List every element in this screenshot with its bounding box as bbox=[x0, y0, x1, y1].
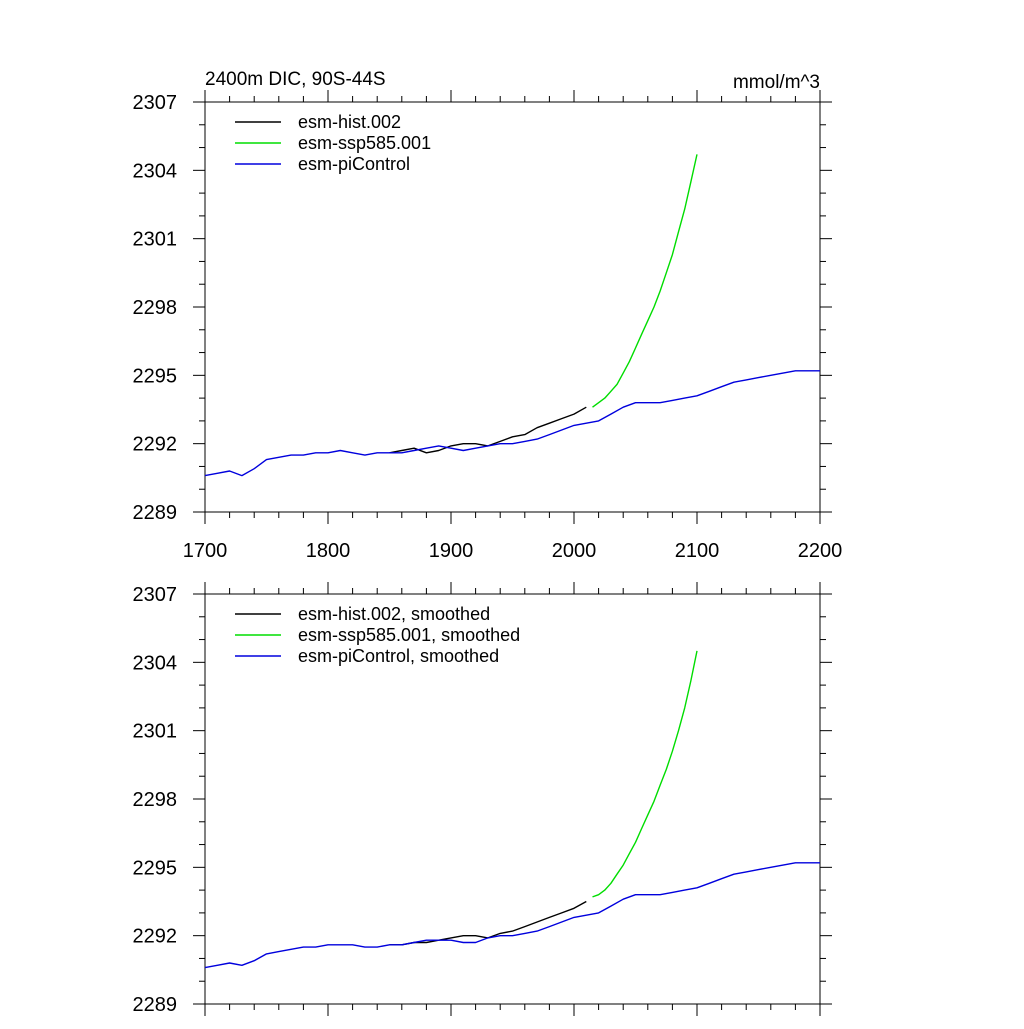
legend-label: esm-piControl, smoothed bbox=[298, 646, 499, 666]
legend-label: esm-piControl bbox=[298, 154, 410, 174]
x-tick-label: 2000 bbox=[552, 540, 597, 562]
series-line-2 bbox=[592, 154, 698, 408]
series-line-3 bbox=[204, 370, 820, 477]
x-tick-label: 1700 bbox=[183, 540, 228, 562]
series-line-2 bbox=[592, 650, 698, 898]
y-tick-label: 2295 bbox=[133, 857, 178, 879]
y-tick-label: 2304 bbox=[133, 652, 178, 674]
y-tick-label: 2289 bbox=[133, 994, 178, 1016]
legend-label: esm-hist.002 bbox=[298, 112, 401, 132]
y-tick-label: 2307 bbox=[133, 584, 178, 606]
x-tick-label: 2200 bbox=[798, 540, 843, 562]
y-tick-label: 2298 bbox=[133, 297, 178, 319]
chart-units: mmol/m^3 bbox=[733, 72, 820, 93]
x-tick-label: 1800 bbox=[306, 540, 351, 562]
legend-label: esm-ssp585.001, smoothed bbox=[298, 625, 520, 645]
chart-title: 2400m DIC, 90S-44S bbox=[205, 69, 386, 90]
legend-label: esm-hist.002, smoothed bbox=[298, 604, 490, 624]
y-tick-label: 2292 bbox=[133, 434, 178, 456]
y-tick-label: 2295 bbox=[133, 365, 178, 387]
y-tick-label: 2289 bbox=[133, 502, 178, 524]
x-tick-label: 1900 bbox=[429, 540, 474, 562]
y-tick-label: 2292 bbox=[133, 926, 178, 948]
series-line-3 bbox=[204, 862, 820, 969]
x-tick-label: 2100 bbox=[675, 540, 720, 562]
y-tick-label: 2298 bbox=[133, 789, 178, 811]
y-tick-label: 2307 bbox=[133, 92, 178, 114]
y-tick-label: 2301 bbox=[133, 229, 178, 251]
legend-label: esm-ssp585.001 bbox=[298, 133, 431, 153]
y-tick-label: 2304 bbox=[133, 160, 178, 182]
plot-panel-2: 2289 2292 2295 2298 2301 2304 2307 esm-hist.002… bbox=[133, 582, 832, 1016]
plot-panel-1: 1700 1800 1900 2000 2100 2200 2289 2292 2295 2298… bbox=[133, 69, 843, 562]
y-tick-label: 2301 bbox=[133, 721, 178, 743]
